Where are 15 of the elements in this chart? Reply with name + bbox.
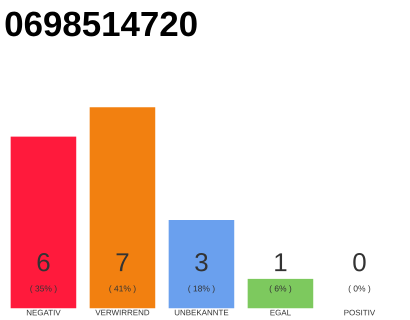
chart-title: 0698514720 — [6, 12, 197, 36]
data-label: ( 6% ) — [270, 285, 292, 294]
bar — [248, 278, 314, 308]
data-label: ( 41% ) — [109, 285, 136, 294]
annotation: 6 — [38, 253, 50, 272]
annotation: 0 — [353, 253, 366, 272]
data-label: ( 35% ) — [30, 285, 57, 294]
bar — [168, 220, 234, 308]
annotation: 7 — [116, 253, 128, 272]
bar — [90, 107, 156, 308]
annotation: 1 — [275, 253, 286, 272]
bar — [10, 136, 76, 308]
data-label: ( 18% ) — [188, 285, 215, 294]
data-label: ( 0% ) — [348, 285, 370, 294]
annotation: 3 — [195, 253, 208, 272]
